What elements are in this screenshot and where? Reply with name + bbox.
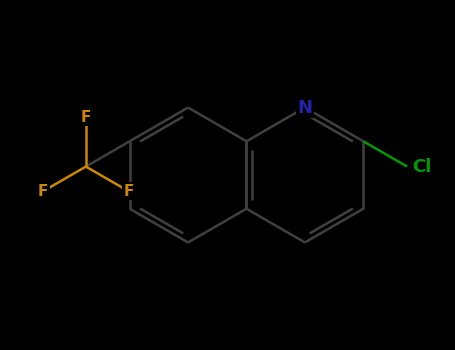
Text: Cl: Cl — [412, 158, 431, 176]
Text: F: F — [38, 184, 48, 199]
Text: F: F — [123, 184, 134, 199]
Text: N: N — [298, 99, 313, 117]
Text: F: F — [81, 110, 91, 125]
